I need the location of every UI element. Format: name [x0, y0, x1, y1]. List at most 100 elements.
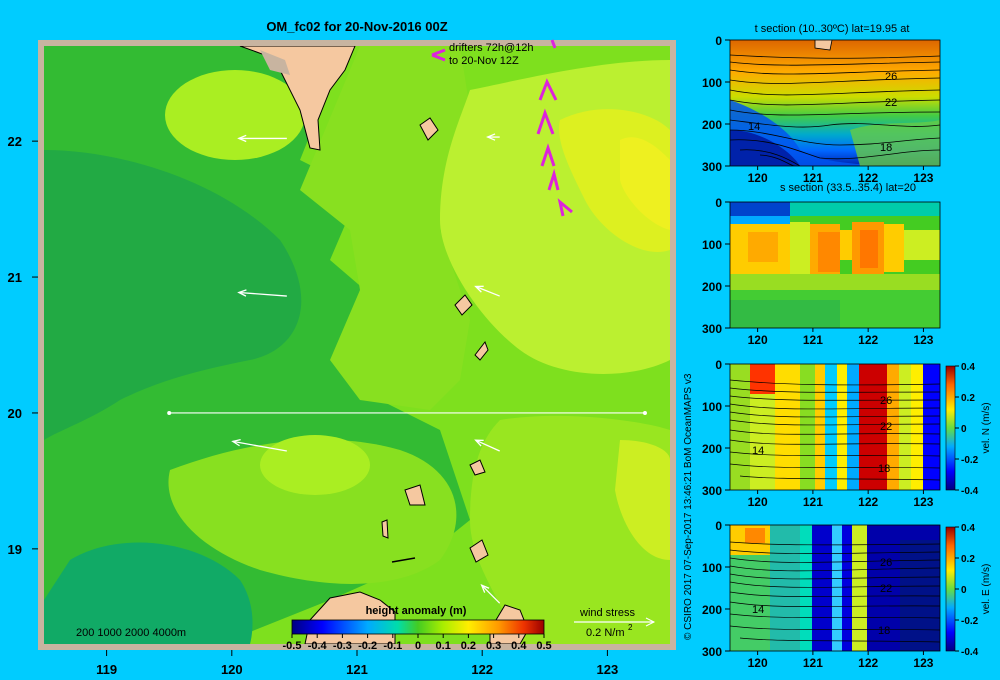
drifter-label: drifters 72h@12h: [449, 42, 534, 54]
colorbar-tick-label: -0.5: [283, 640, 302, 652]
panel-x-tick-label: 122: [858, 333, 878, 347]
colorbar-label: height anomaly (m): [366, 605, 467, 617]
panel-y-tick-label: 300: [702, 645, 722, 659]
panel-x-tick-label: 122: [858, 171, 878, 185]
vel-colorbar-tick-label: -0.2: [961, 616, 979, 627]
s-section-y-ticks: 0 100 200 300: [702, 196, 730, 336]
t-section-x-ticks: 120 121 122 123: [748, 166, 934, 185]
colorbar-tick-label: -0.3: [333, 640, 352, 652]
map-x-tick-label: 123: [597, 662, 619, 677]
vel-e-x-ticks: 120 121 122 123: [748, 651, 934, 670]
panel-y-tick-label: 300: [702, 484, 722, 498]
panel-x-tick-label: 121: [803, 171, 823, 185]
current-arrow: [232, 440, 287, 452]
colorbar-tick-label: 0: [415, 640, 421, 652]
sea-level-field: [44, 46, 670, 644]
e-contour-label-14: 14: [752, 604, 764, 616]
s-section-field: [730, 202, 940, 328]
section-line: [167, 410, 647, 415]
panel-x-tick-label: 122: [858, 656, 878, 670]
colorbar-tick-label: -0.2: [358, 640, 377, 652]
vel-colorbar-tick-label: 0.4: [961, 362, 975, 373]
t-contour-label-22: 22: [885, 97, 897, 109]
s-section-x-ticks: 120 121 122 123: [748, 328, 934, 347]
n-contour-label-22: 22: [880, 421, 892, 433]
map-y-tick-label: 20: [8, 406, 22, 421]
current-arrowhead: [231, 438, 241, 447]
panel-x-tick-label: 120: [748, 171, 768, 185]
vel-n-colorbar: [945, 365, 956, 491]
vel-e-colorbar: [945, 526, 956, 652]
vel-n-field: [730, 364, 940, 490]
panel-x-tick-label: 123: [913, 656, 933, 670]
map-y-ticks: 22 21 20 19: [8, 134, 38, 557]
t-section-y-ticks: 0 100 200 300: [702, 34, 730, 174]
section-line-end: [642, 410, 647, 415]
t-section-field: [730, 40, 940, 166]
n-contour-label-14: 14: [752, 445, 764, 457]
colorbar: [291, 619, 545, 635]
map-x-tick-label: 120: [221, 662, 243, 677]
vel-colorbar-tick-label: -0.2: [961, 455, 979, 466]
panel-y-tick-label: 200: [702, 603, 722, 617]
vel-colorbar-tick-label: 0.4: [961, 523, 975, 534]
vel-colorbar-tick-label: 0.2: [961, 393, 975, 404]
vel-n-y-ticks: 0 100 200 300: [702, 358, 730, 498]
colorbar-tick-label: -0.4: [308, 640, 328, 652]
current-arrowhead: [474, 285, 484, 293]
vel-colorbar-tick-label: 0.2: [961, 554, 975, 565]
colorbar-tick-label: 0.3: [486, 640, 501, 652]
vel-e-colorbar-ticks: 0.4 0.2 0 -0.2 -0.4: [955, 523, 979, 658]
depth-scale-label: 200 1000 2000 4000m: [76, 627, 186, 639]
current-arrow: [475, 439, 500, 452]
panel-x-tick-label: 121: [803, 333, 823, 347]
panel-x-tick-label: 122: [858, 495, 878, 509]
colorbar-tick-label: 0.5: [536, 640, 551, 652]
vel-colorbar-tick-label: 0: [961, 424, 967, 435]
current-arrow: [475, 285, 500, 297]
panel-x-tick-label: 120: [748, 333, 768, 347]
colorbar-ticks: -0.5 -0.4 -0.3 -0.2 -0.1 0 0.1 0.2 0.3 0.4 0.5: [283, 634, 552, 652]
current-arrow: [481, 584, 501, 604]
panel-y-tick-label: 100: [702, 400, 722, 414]
panel-y-tick-label: 0: [715, 358, 722, 372]
panel-y-tick-label: 0: [715, 519, 722, 533]
panel-y-tick-label: 100: [702, 238, 722, 252]
credit-text: © CSIRO 2017 07-Sep-2017 13:46:21 BoM Oc…: [683, 373, 694, 640]
vel-e-y-ticks: 0 100 200 300: [702, 519, 730, 659]
vel-n-colorbar-ticks: 0.4 0.2 0 -0.2 -0.4: [955, 362, 979, 497]
panel-y-tick-label: 300: [702, 322, 722, 336]
vel-n-x-ticks: 120 121 122 123: [748, 490, 934, 509]
current-arrow: [238, 291, 287, 297]
panel-x-tick-label: 121: [803, 495, 823, 509]
panel-y-tick-label: 100: [702, 561, 722, 575]
panel-y-tick-label: 200: [702, 280, 722, 294]
panel-x-tick-label: 120: [748, 495, 768, 509]
panel-x-tick-label: 123: [913, 495, 933, 509]
colorbar-tick-label: 0.1: [436, 640, 451, 652]
map-x-tick-label: 121: [346, 662, 368, 677]
vel-e-field: [730, 525, 940, 651]
drifter-time-label: to 20-Nov 12Z: [449, 55, 519, 67]
surface-current-arrows: [231, 133, 501, 604]
s-section-frame: [729, 201, 941, 329]
wind-scale-exponent: 2: [628, 623, 633, 632]
wind-scale-label: 0.2 N/m: [586, 627, 625, 639]
colorbar-tick-label: -0.1: [383, 640, 402, 652]
n-contour-label-18: 18: [878, 463, 890, 475]
vel-e-label: vel. E (m/s): [981, 564, 992, 615]
t-section-frame: [729, 39, 941, 167]
map-x-tick-label: 119: [96, 662, 117, 677]
s-section-title: s section (33.5..35.4) lat=20: [780, 182, 916, 194]
map-title: OM_fc02 for 20-Nov-2016 00Z: [266, 19, 447, 34]
e-contour-label-26: 26: [880, 557, 892, 569]
panel-y-tick-label: 0: [715, 34, 722, 48]
map-y-tick-label: 22: [8, 134, 22, 149]
wind-scale-arrowhead: [645, 617, 656, 627]
wind-stress-label: wind stress: [579, 607, 636, 619]
colorbar-tick-label: 0.2: [461, 640, 476, 652]
vel-n-label: vel. N (m/s): [981, 402, 992, 453]
t-section-title: t section (10..30ºC) lat=19.95 at: [755, 23, 910, 35]
panel-y-tick-label: 0: [715, 196, 722, 210]
